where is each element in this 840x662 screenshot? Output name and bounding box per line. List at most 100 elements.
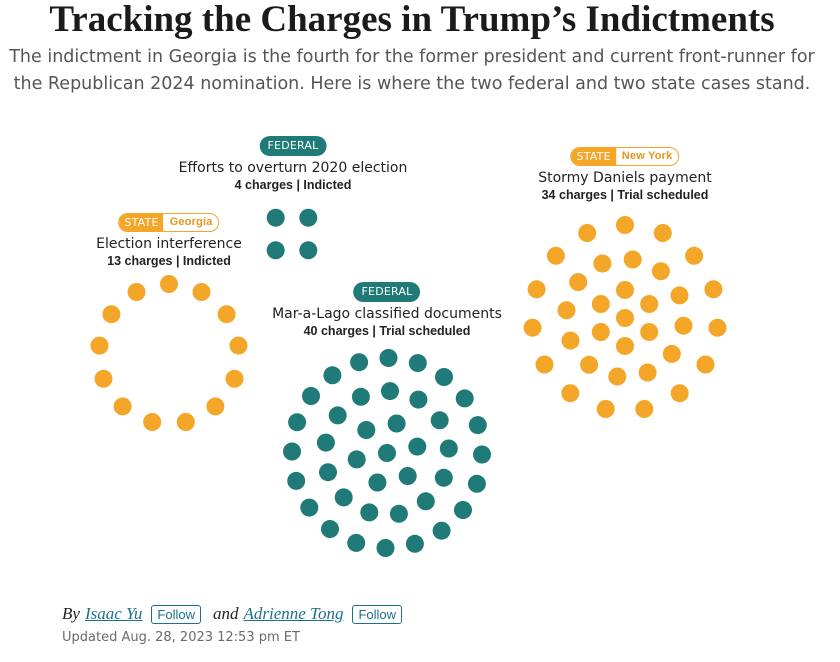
- headline: Tracking the Charges in Trump’s Indictme…: [49, 0, 775, 40]
- author-link-2[interactable]: Adrienne Tong: [243, 604, 344, 623]
- charge-dot-newyork: [569, 273, 588, 292]
- charge-dot-georgia: [225, 369, 244, 388]
- charge-dot-maralago: [432, 521, 451, 540]
- charge-dot-georgia: [160, 275, 178, 293]
- state-tag-label: STATE: [119, 214, 164, 231]
- charge-dot-maralago: [351, 387, 370, 406]
- charge-dot-maralago: [379, 349, 398, 367]
- charge-dot-newyork: [696, 355, 715, 374]
- charge-dot-newyork: [685, 246, 704, 265]
- charge-dot-maralago: [416, 492, 435, 511]
- charge-dot-newyork: [623, 250, 642, 269]
- charge-dot-maralago: [319, 463, 337, 482]
- dek: The indictment in Georgia is the fourth …: [9, 47, 815, 94]
- federal-tag: FEDERAL: [353, 282, 421, 302]
- charge-dot-georgia: [113, 397, 132, 416]
- charge-dot-newyork: [608, 367, 627, 386]
- charge-dot-newyork: [578, 224, 597, 242]
- case-title-newyork: Stormy Daniels payment: [538, 170, 712, 186]
- charge-dot-newyork: [662, 344, 681, 363]
- charge-dot-maralago: [430, 411, 449, 430]
- charge-dot-maralago: [409, 390, 428, 409]
- byline-conjunction: and: [212, 604, 239, 623]
- charge-dot-maralago: [454, 501, 472, 519]
- charge-dot-newyork: [596, 400, 615, 418]
- charge-dot-maralago: [321, 520, 339, 538]
- case-subtitle-newyork: 34 charges | Trial scheduled: [541, 188, 709, 202]
- byline-prefix: By: [62, 604, 80, 623]
- state-tag-label: STATE: [571, 148, 616, 165]
- charge-dot-newyork: [591, 295, 610, 313]
- case-subtitle-jan6: 4 charges | Indicted: [234, 178, 352, 192]
- charge-dot-georgia: [192, 283, 211, 301]
- charge-dot-maralago: [408, 354, 427, 373]
- charge-dot-newyork: [616, 281, 634, 299]
- charge-dot-newyork: [593, 254, 612, 273]
- state-tag-newyork: STATE New York: [570, 147, 680, 166]
- charge-dot-georgia: [176, 413, 195, 431]
- charge-dot-newyork: [638, 363, 657, 382]
- charge-dot-newyork: [708, 318, 727, 337]
- charge-dot-newyork: [580, 355, 599, 374]
- charge-dot-jan6: [266, 241, 285, 260]
- case-title-jan6: Efforts to overturn 2020 election: [178, 160, 408, 176]
- charge-dot-maralago: [389, 504, 408, 523]
- charge-dot-newyork: [640, 323, 659, 341]
- charge-dot-newyork: [653, 224, 672, 242]
- charge-dot-newyork: [561, 384, 580, 403]
- charge-dot-newyork: [616, 216, 634, 234]
- charge-dot-maralago: [302, 387, 320, 405]
- charge-dot-maralago: [378, 444, 396, 462]
- charge-dot-newyork: [535, 355, 554, 374]
- charge-dot-georgia: [229, 336, 248, 355]
- charge-dot-maralago: [350, 353, 369, 372]
- case-title-georgia: Election interference: [96, 236, 242, 252]
- case-subtitle-maralago: 40 charges | Trial scheduled: [303, 324, 471, 338]
- label-georgia: STATE Georgia Election interference 13 c…: [96, 213, 242, 270]
- charge-dot-maralago: [434, 468, 453, 487]
- charge-dot-maralago: [455, 389, 474, 408]
- state-tag-location: Georgia: [169, 216, 213, 228]
- charge-dot-maralago: [360, 503, 379, 522]
- charge-dot-maralago: [398, 467, 417, 485]
- charge-dot-newyork: [670, 384, 689, 403]
- charge-dot-newyork: [651, 262, 670, 281]
- charge-dot-newyork: [561, 331, 580, 350]
- charge-dot-georgia: [143, 413, 162, 431]
- charge-dot-maralago: [323, 366, 342, 385]
- charge-dot-newyork: [616, 309, 634, 327]
- charge-dot-maralago: [435, 368, 453, 386]
- charge-dot-maralago: [300, 498, 319, 517]
- charge-dot-newyork: [674, 316, 693, 335]
- case-subtitle-georgia: 13 charges | Indicted: [107, 254, 231, 268]
- charge-dot-maralago: [316, 433, 335, 452]
- author-link-1[interactable]: Isaac Yu: [84, 604, 143, 623]
- charge-dot-newyork: [557, 301, 576, 320]
- charge-dot-newyork: [527, 280, 546, 299]
- follow-button-2[interactable]: Follow: [352, 604, 403, 624]
- charge-dot-maralago: [328, 406, 347, 425]
- charge-dot-maralago: [368, 473, 387, 492]
- charge-dot-maralago: [376, 539, 395, 557]
- charge-dot-newyork: [670, 286, 689, 305]
- updated-timestamp: Updated Aug. 28, 2023 12:53 pm ET: [62, 630, 300, 645]
- charge-dot-maralago: [473, 445, 491, 464]
- charge-dot-newyork: [546, 246, 565, 265]
- charge-dot-maralago: [405, 534, 424, 553]
- charge-dot-newyork: [635, 400, 654, 418]
- charge-dot-maralago: [347, 533, 366, 552]
- follow-button-1[interactable]: Follow: [151, 604, 201, 624]
- charge-dot-maralago: [288, 413, 307, 432]
- charge-dot-maralago: [334, 488, 353, 507]
- charge-dot-newyork: [704, 280, 723, 299]
- charge-dot-newyork: [640, 295, 659, 313]
- charge-dot-maralago: [287, 471, 306, 490]
- charge-dot-newyork: [616, 337, 634, 355]
- charge-dot-georgia: [217, 305, 236, 324]
- charge-dot-georgia: [94, 369, 113, 388]
- charge-dot-jan6: [299, 241, 318, 260]
- state-tag-georgia: STATE Georgia: [118, 213, 220, 232]
- label-maralago: FEDERAL Mar-a-Lago classified documents …: [272, 282, 502, 340]
